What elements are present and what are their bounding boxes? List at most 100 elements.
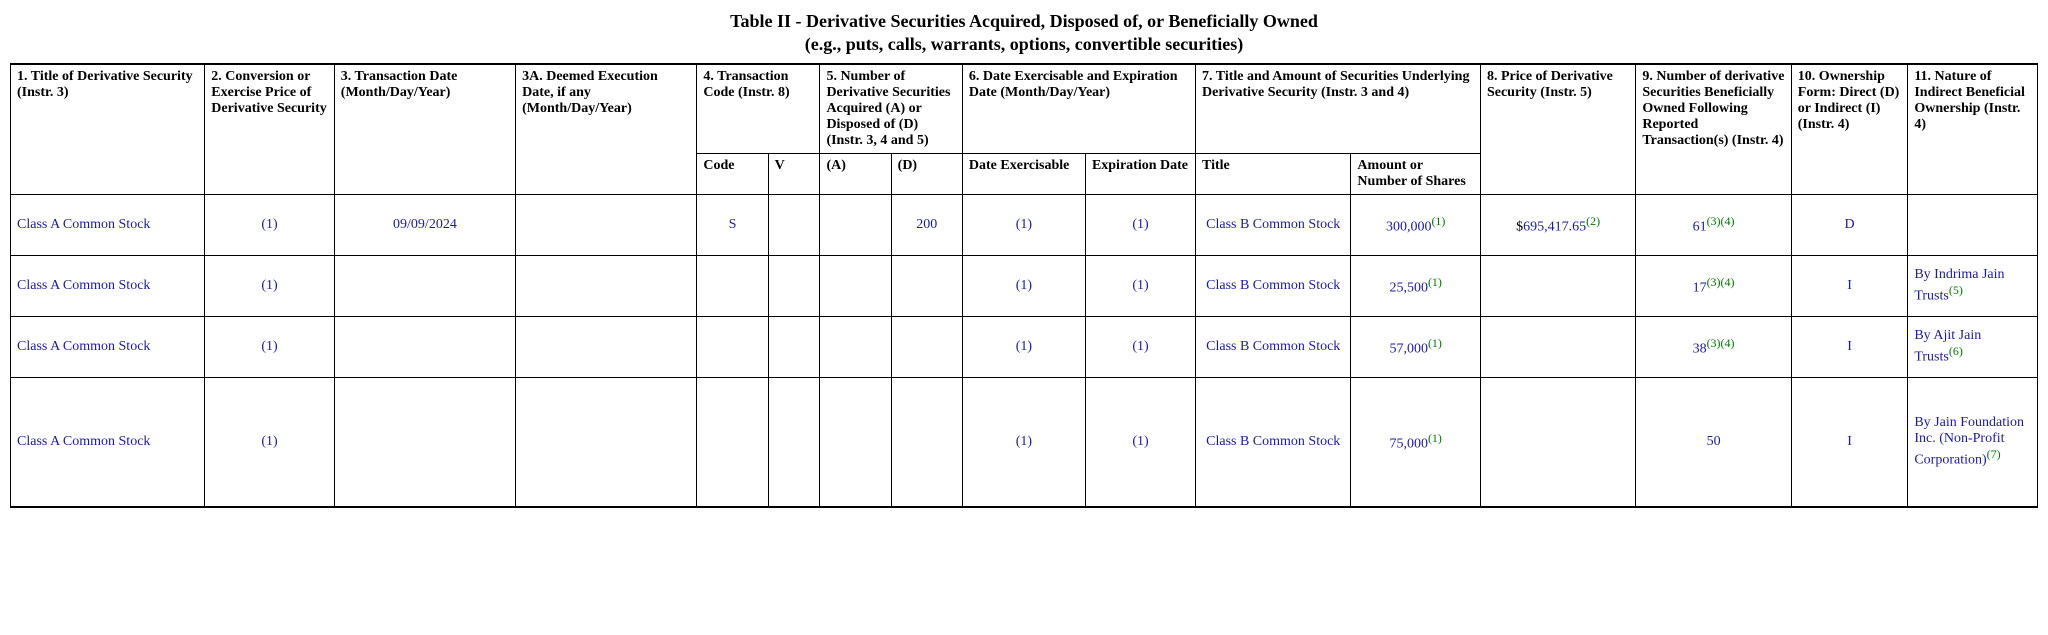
- footnote-ref: (1): [1428, 431, 1442, 445]
- col-header-1: 1. Title of Derivative Security (Instr. …: [11, 64, 205, 195]
- col-header-3a: 3A. Deemed Execution Date, if any (Month…: [516, 64, 697, 195]
- cell-value: (1): [1016, 278, 1032, 293]
- col-header-8: 8. Price of Derivative Security (Instr. …: [1480, 64, 1635, 195]
- cell-value: 300,000: [1386, 220, 1432, 235]
- cell-value: (1): [1016, 339, 1032, 354]
- cell-value: 57,000: [1389, 342, 1428, 357]
- table-cell: [891, 255, 962, 316]
- table-cell: 300,000(1): [1351, 194, 1481, 255]
- footnote-ref: (7): [1987, 447, 2001, 461]
- cell-value: (1): [1132, 217, 1148, 232]
- col-header-11: 11. Nature of Indirect Beneficial Owners…: [1908, 64, 2038, 195]
- table-cell: 61(3)(4): [1636, 194, 1791, 255]
- title-line-1: Table II - Derivative Securities Acquire…: [730, 11, 1318, 31]
- table-cell: I: [1791, 255, 1908, 316]
- cell-value: (1): [261, 339, 277, 354]
- cell-value: (1): [261, 278, 277, 293]
- cell-value: 09/09/2024: [393, 217, 457, 232]
- table-cell: Class A Common Stock: [11, 316, 205, 377]
- table-cell: Class A Common Stock: [11, 377, 205, 507]
- table-cell: [334, 316, 515, 377]
- cell-value: 75,000: [1389, 437, 1428, 452]
- cell-value: Class B Common Stock: [1206, 434, 1340, 449]
- table-cell: (1): [1085, 316, 1195, 377]
- table-cell: 25,500(1): [1351, 255, 1481, 316]
- cell-value: (1): [1132, 339, 1148, 354]
- footnote-ref: (3)(4): [1707, 336, 1735, 350]
- cell-value: 25,500: [1389, 281, 1428, 296]
- cell-value: 61: [1693, 220, 1707, 235]
- cell-value: (1): [1132, 278, 1148, 293]
- table-cell: [1480, 377, 1635, 507]
- sub-header-amount: Amount or Number of Shares: [1351, 153, 1481, 194]
- table-title: Table II - Derivative Securities Acquire…: [10, 10, 2038, 57]
- cell-value: D: [1844, 217, 1854, 232]
- col-header-10: 10. Ownership Form: Direct (D) or Indire…: [1791, 64, 1908, 195]
- table-cell: [820, 194, 891, 255]
- table-cell: (1): [962, 377, 1085, 507]
- table-cell: (1): [205, 194, 335, 255]
- col-header-3: 3. Transaction Date (Month/Day/Year): [334, 64, 515, 195]
- table-cell: [768, 255, 820, 316]
- table-cell: [768, 194, 820, 255]
- table-cell: 17(3)(4): [1636, 255, 1791, 316]
- table-cell: 57,000(1): [1351, 316, 1481, 377]
- cell-value: Class A Common Stock: [17, 434, 150, 449]
- footnote-ref: (1): [1431, 214, 1445, 228]
- table-cell: [516, 194, 697, 255]
- cell-value: 17: [1693, 281, 1707, 296]
- table-cell: [516, 377, 697, 507]
- cell-value: I: [1847, 278, 1852, 293]
- table-cell: [820, 377, 891, 507]
- table-cell: (1): [1085, 255, 1195, 316]
- sub-header-v: V: [768, 153, 820, 194]
- cell-value: S: [729, 217, 737, 232]
- table-cell: (1): [205, 255, 335, 316]
- cell-value: Class A Common Stock: [17, 278, 150, 293]
- cell-value: (1): [1016, 217, 1032, 232]
- col-header-5: 5. Number of Derivative Securities Acqui…: [820, 64, 962, 154]
- sub-header-a: (A): [820, 153, 891, 194]
- table-cell: [891, 377, 962, 507]
- table-cell: $695,417.65(2): [1480, 194, 1635, 255]
- table-cell: [768, 316, 820, 377]
- table-row: Class A Common Stock(1)09/09/2024S200(1)…: [11, 194, 2038, 255]
- table-cell: (1): [1085, 194, 1195, 255]
- cell-value: I: [1847, 434, 1852, 449]
- table-cell: [1480, 255, 1635, 316]
- cell-value: Class B Common Stock: [1206, 339, 1340, 354]
- table-cell: 200: [891, 194, 962, 255]
- cell-value: 695,417.65: [1523, 220, 1586, 235]
- cell-value: 50: [1707, 434, 1721, 449]
- footnote-ref: (6): [1949, 344, 1963, 358]
- cell-value: (1): [1132, 434, 1148, 449]
- table-cell: Class B Common Stock: [1196, 377, 1351, 507]
- table-cell: (1): [1085, 377, 1195, 507]
- table-cell: Class B Common Stock: [1196, 255, 1351, 316]
- sub-header-title: Title: [1196, 153, 1351, 194]
- table-cell: 09/09/2024: [334, 194, 515, 255]
- sub-header-d: (D): [891, 153, 962, 194]
- sub-header-date-ex: Date Exercisable: [962, 153, 1085, 194]
- table-cell: By Jain Foundation Inc. (Non-Profit Corp…: [1908, 377, 2038, 507]
- table-cell: I: [1791, 316, 1908, 377]
- cell-value: (1): [1016, 434, 1032, 449]
- col-header-7: 7. Title and Amount of Securities Underl…: [1196, 64, 1481, 154]
- table-cell: [820, 255, 891, 316]
- table-cell: [697, 316, 768, 377]
- col-header-9: 9. Number of derivative Securities Benef…: [1636, 64, 1791, 195]
- table-cell: 50: [1636, 377, 1791, 507]
- table-cell: 75,000(1): [1351, 377, 1481, 507]
- table-cell: [697, 255, 768, 316]
- table-cell: [768, 377, 820, 507]
- col-header-6: 6. Date Exercisable and Expiration Date …: [962, 64, 1195, 154]
- footnote-ref: (5): [1949, 283, 1963, 297]
- table-row: Class A Common Stock (1) (1) (1) Class B Com…: [11, 377, 2038, 507]
- table-cell: (1): [962, 316, 1085, 377]
- table-row: Class A Common Stock (1) (1) (1) Class B Com…: [11, 255, 2038, 316]
- cell-value: (1): [261, 217, 277, 232]
- footnote-ref: (1): [1428, 336, 1442, 350]
- table-cell: [1908, 194, 2038, 255]
- table-cell: (1): [962, 255, 1085, 316]
- table-cell: Class B Common Stock: [1196, 194, 1351, 255]
